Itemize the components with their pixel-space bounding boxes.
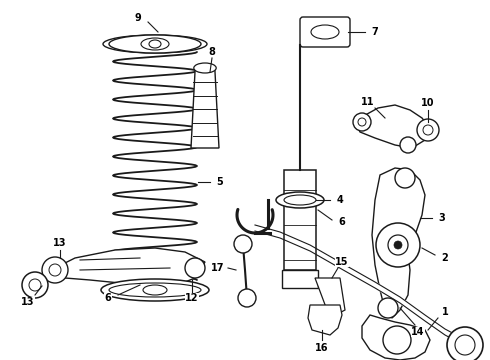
Text: 15: 15 (335, 257, 349, 267)
Polygon shape (308, 305, 342, 335)
Text: 6: 6 (339, 217, 345, 227)
Text: 10: 10 (421, 98, 435, 108)
Circle shape (42, 257, 68, 283)
Circle shape (400, 137, 416, 153)
Polygon shape (50, 248, 205, 288)
Polygon shape (372, 168, 425, 318)
Circle shape (185, 258, 205, 278)
Circle shape (378, 298, 398, 318)
Circle shape (353, 113, 371, 131)
Polygon shape (191, 68, 219, 148)
Text: 11: 11 (361, 97, 375, 107)
Text: 13: 13 (53, 238, 67, 248)
Ellipse shape (194, 63, 216, 73)
Ellipse shape (149, 40, 161, 48)
Ellipse shape (109, 35, 201, 53)
Circle shape (447, 327, 483, 360)
Polygon shape (355, 105, 430, 148)
Text: 7: 7 (371, 27, 378, 37)
Ellipse shape (276, 192, 324, 208)
Ellipse shape (284, 195, 316, 205)
Circle shape (22, 272, 48, 298)
Circle shape (417, 119, 439, 141)
Text: 17: 17 (211, 263, 225, 273)
Text: 8: 8 (209, 47, 216, 57)
Text: 4: 4 (337, 195, 343, 205)
Circle shape (383, 326, 411, 354)
Circle shape (376, 223, 420, 267)
Ellipse shape (311, 25, 339, 39)
Circle shape (395, 168, 415, 188)
Ellipse shape (143, 285, 167, 295)
Circle shape (234, 235, 252, 253)
Text: 12: 12 (185, 293, 199, 303)
FancyBboxPatch shape (282, 270, 318, 288)
Circle shape (238, 289, 256, 307)
Polygon shape (315, 278, 345, 318)
Ellipse shape (103, 35, 207, 53)
Text: 6: 6 (105, 293, 111, 303)
Text: 3: 3 (439, 213, 445, 223)
Text: 2: 2 (441, 253, 448, 263)
FancyBboxPatch shape (300, 17, 350, 47)
Circle shape (394, 241, 402, 249)
Polygon shape (362, 315, 430, 360)
Text: 14: 14 (411, 327, 425, 337)
Ellipse shape (141, 38, 169, 50)
Text: 1: 1 (441, 307, 448, 317)
Text: 16: 16 (315, 343, 329, 353)
Text: 5: 5 (217, 177, 223, 187)
Ellipse shape (101, 279, 209, 301)
Circle shape (388, 235, 408, 255)
Text: 9: 9 (135, 13, 142, 23)
Polygon shape (284, 170, 316, 270)
Ellipse shape (109, 283, 201, 297)
Text: 13: 13 (21, 297, 35, 307)
